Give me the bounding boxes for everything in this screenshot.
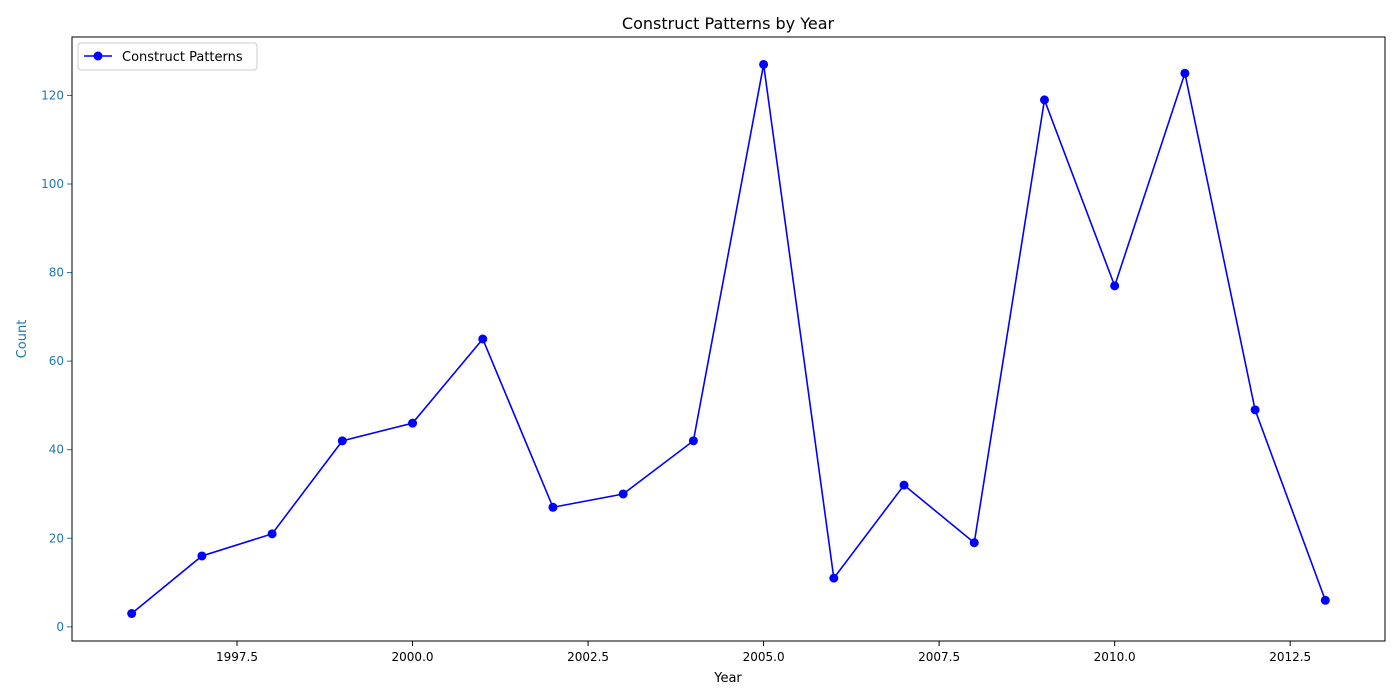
data-point	[337, 436, 347, 446]
data-point	[127, 609, 137, 619]
data-point	[969, 538, 979, 548]
x-axis-ticks: 1997.5 2000.0 2002.5 2005.0 2007.5 2010.0 2012…	[216, 641, 1311, 664]
x-tick-label: 1997.5	[216, 650, 258, 664]
y-axis-ticks: 0 20 40 60 80 100 120	[41, 88, 72, 634]
data-point	[618, 489, 628, 499]
series-line	[131, 64, 1327, 615]
legend-label: Construct Patterns	[122, 50, 243, 65]
y-axis-label: Count	[15, 320, 30, 359]
data-point	[1320, 595, 1330, 605]
data-point	[899, 480, 909, 490]
y-tick-label: 60	[49, 354, 64, 368]
data-point	[759, 59, 769, 69]
data-point	[197, 551, 207, 561]
x-tick-label: 2010.0	[1094, 650, 1136, 664]
legend-box	[77, 42, 258, 71]
x-axis-label: Year	[713, 671, 742, 686]
y-tick-label: 40	[49, 443, 64, 457]
data-point	[1039, 95, 1049, 105]
data-point	[1110, 281, 1120, 291]
plot-area	[72, 37, 1385, 641]
chart-title: Construct Patterns by Year	[622, 14, 835, 33]
x-tick-label: 2012.5	[1269, 650, 1311, 664]
x-tick-label: 2000.0	[392, 650, 434, 664]
data-point	[1180, 68, 1190, 78]
data-point	[267, 529, 277, 539]
data-point	[408, 418, 418, 428]
series-layer	[127, 59, 1330, 619]
legend: Construct Patterns	[77, 42, 258, 71]
data-point	[548, 502, 558, 512]
legend-point-marker	[93, 51, 103, 61]
y-tick-label: 0	[56, 620, 64, 634]
y-tick-label: 20	[49, 531, 64, 545]
data-point	[829, 573, 839, 583]
plot-frame	[71, 36, 1386, 642]
x-tick-label: 2005.0	[743, 650, 785, 664]
y-tick-label: 120	[41, 88, 64, 102]
data-point	[478, 334, 488, 344]
y-tick-label: 100	[41, 177, 64, 191]
data-point	[688, 436, 698, 446]
x-tick-label: 2007.5	[918, 650, 960, 664]
y-tick-label: 80	[49, 266, 64, 280]
data-point	[1250, 405, 1260, 415]
x-tick-label: 2002.5	[567, 650, 609, 664]
